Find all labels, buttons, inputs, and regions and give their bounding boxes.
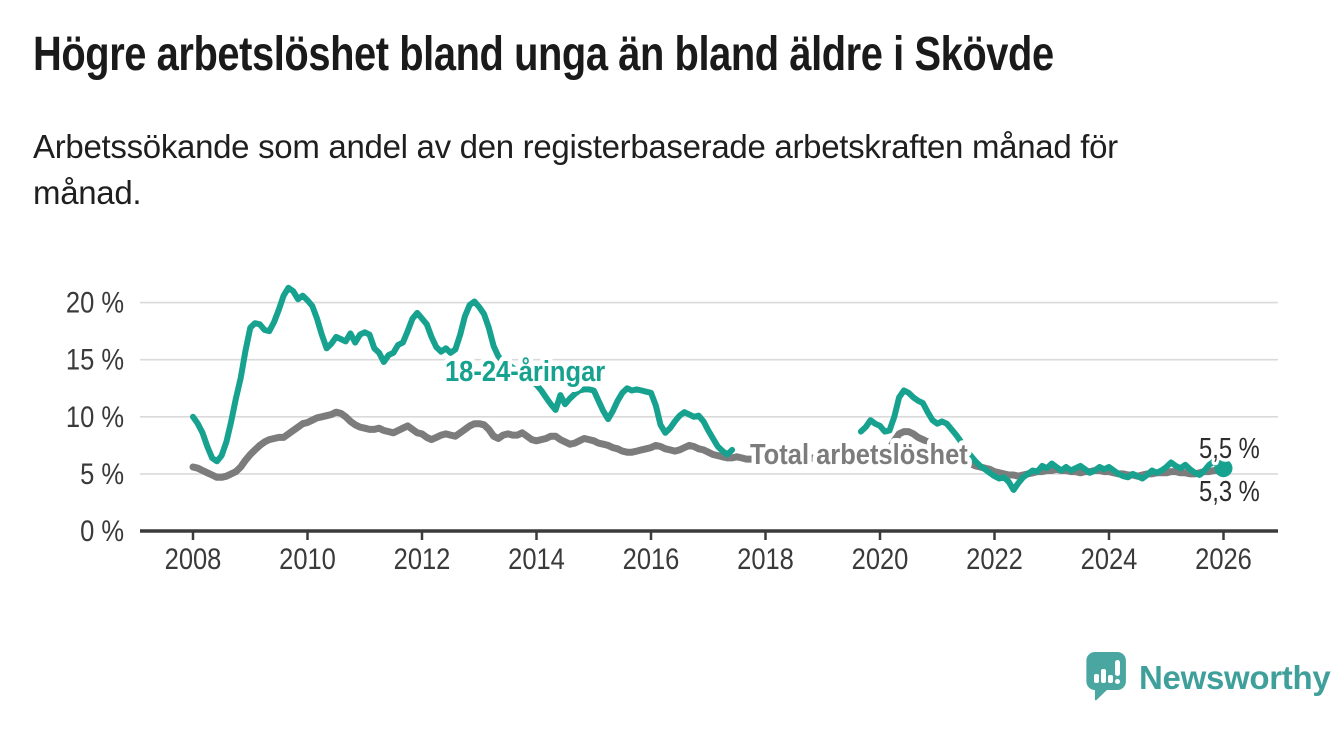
svg-text:2020: 2020	[852, 542, 909, 575]
newsworthy-logo-icon	[1086, 652, 1128, 709]
svg-text:2022: 2022	[966, 542, 1023, 575]
total-line	[189, 408, 1227, 481]
svg-text:2008: 2008	[165, 542, 222, 575]
svg-text:5,5 %: 5,5 %	[1199, 432, 1260, 465]
svg-text:2010: 2010	[279, 542, 336, 575]
youth-end-value-label: 5,5 %	[1196, 429, 1263, 468]
svg-text:15 %: 15 %	[66, 343, 124, 376]
youth-series-label: 18-24-åringar	[440, 350, 610, 392]
x-tick-label: 2024	[1081, 542, 1138, 575]
chart-title: Högre arbetslöshet bland unga än bland ä…	[33, 28, 1054, 81]
svg-text:10 %: 10 %	[66, 400, 124, 433]
y-tick-label: 15 %	[66, 343, 124, 376]
x-tick-label: 2022	[966, 542, 1023, 575]
x-tick-label: 2014	[508, 542, 565, 575]
svg-text:2026: 2026	[1195, 542, 1252, 575]
x-tick-label: 2026	[1195, 542, 1252, 575]
svg-text:2016: 2016	[623, 542, 680, 575]
chart-subtitle: Arbetssökande som andel av den registerb…	[33, 128, 1118, 211]
total-end-value-label: 5,3 %	[1196, 472, 1263, 511]
svg-text:0 %: 0 %	[80, 514, 124, 547]
newsworthy-logo: Newsworthy	[1086, 652, 1331, 709]
svg-text:2024: 2024	[1081, 542, 1138, 575]
x-tick-label: 2008	[165, 542, 222, 575]
y-tick-label: 20 %	[66, 286, 124, 319]
x-tick-label: 2012	[394, 542, 451, 575]
x-tick-label: 2020	[852, 542, 909, 575]
y-tick-label: 5 %	[80, 457, 124, 490]
x-tick-label: 2010	[279, 542, 336, 575]
y-tick-label: 0 %	[80, 514, 124, 547]
svg-text:5 %: 5 %	[80, 457, 124, 490]
youth-end-dot	[1214, 459, 1233, 478]
youth-line	[190, 284, 1227, 493]
newsworthy-wordmark: Newsworthy	[1139, 659, 1331, 696]
y-tick-label: 10 %	[66, 400, 124, 433]
svg-text:2018: 2018	[737, 542, 794, 575]
svg-text:5,3 %: 5,3 %	[1199, 475, 1260, 508]
x-tick-label: 2016	[623, 542, 680, 575]
svg-text:2012: 2012	[394, 542, 451, 575]
svg-text:2014: 2014	[508, 542, 565, 575]
x-tick-label: 2018	[737, 542, 794, 575]
svg-text:20 %: 20 %	[66, 286, 124, 319]
svg-text:18-24-åringar: 18-24-åringar	[445, 354, 606, 387]
svg-text:Total arbetslöshet: Total arbetslöshet	[750, 437, 968, 470]
total-series-label: Total arbetslöshet	[745, 433, 972, 475]
